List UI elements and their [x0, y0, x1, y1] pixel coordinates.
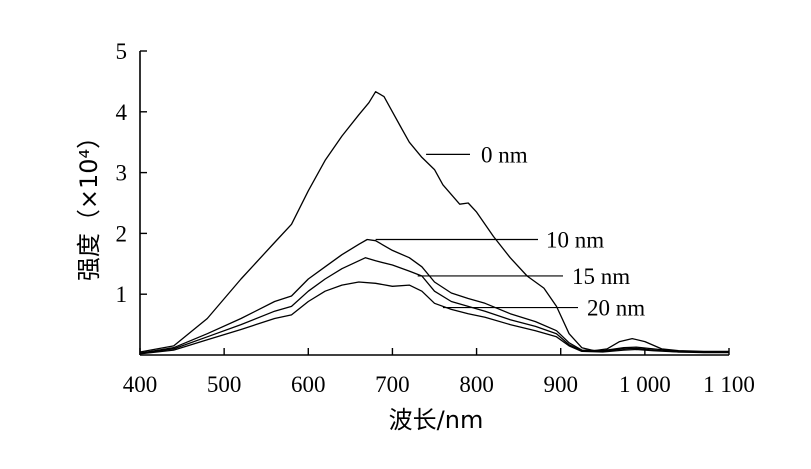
x-axis-title: 波长/nm: [389, 406, 484, 434]
series-label: 15 nm: [572, 264, 630, 289]
series-label: 10 nm: [546, 227, 604, 252]
series-label: 20 nm: [587, 296, 645, 321]
x-tick-label: 800: [459, 372, 494, 397]
series-labels: 0 nm 10 nm 15 nm 20 nm: [375, 142, 645, 321]
series-line: [139, 238, 729, 354]
x-tick-label: 700: [375, 372, 410, 397]
x-tick-label: 500: [207, 372, 242, 397]
series-line: [139, 91, 729, 353]
axes: 400 500 600 700 800 900 1 000 1 100 1 2 3 4 5: [116, 39, 755, 397]
x-tick-label: 600: [291, 372, 326, 397]
y-tick-label: 3: [116, 161, 128, 186]
series-line: [139, 257, 729, 354]
x-tick-label: 1 000: [619, 372, 671, 397]
x-tick-label: 1 100: [703, 372, 755, 397]
y-tick-label: 1: [116, 282, 128, 307]
series-line: [139, 281, 729, 355]
y-tick-label: 4: [116, 100, 128, 125]
series-group: [139, 91, 729, 355]
x-tick-label: 900: [543, 372, 578, 397]
y-tick-label: 2: [116, 221, 128, 246]
x-tick-label: 400: [123, 372, 158, 397]
y-axis-title: 强度（×10⁴）: [75, 125, 103, 281]
y-tick-label: 5: [116, 39, 128, 64]
series-label: 0 nm: [481, 142, 528, 167]
